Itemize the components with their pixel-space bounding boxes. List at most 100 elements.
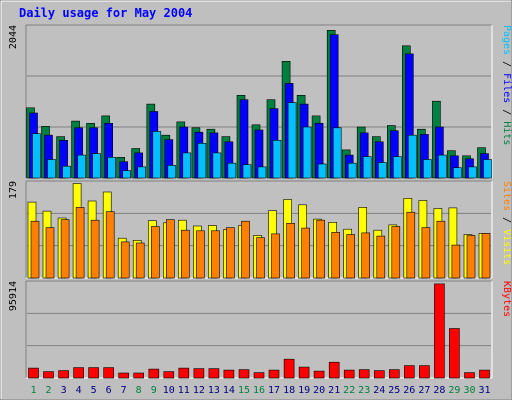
bar-pages [227,162,237,179]
x-tick-label: 2 [45,385,51,396]
bar-kbytes [28,367,39,379]
bar-kbytes [328,361,340,379]
bar-pages [77,154,86,179]
x-axis-labels: 1 2 3 4 5 6 7 8 9 10 11 12 13 14 15 16 17 18 19 20 21 22 23 24 2… [30,385,490,396]
bar-kbytes [223,369,235,379]
series-sites [30,207,491,279]
bar-pages [483,159,492,179]
series-axis-label-part: Sites [501,181,512,211]
bar-kbytes [58,370,69,379]
x-tick-label: 31 [478,385,490,396]
bar-pages [167,165,177,179]
bar-pages [362,156,372,179]
bar-pages [182,152,192,179]
x-tick-label: 12 [193,385,205,396]
bar-sites [301,227,310,279]
bar-kbytes [88,367,99,379]
bar-kbytes [193,368,205,379]
bar-kbytes [479,369,490,379]
bar-pages [317,163,327,179]
bar-kbytes [403,365,415,379]
bar-pages [347,162,357,179]
bar-sites [75,207,85,279]
bar-pages [453,167,462,179]
bar-sites [466,235,476,279]
bar-pages [152,131,162,179]
bar-sites [271,233,280,279]
bar-sites [436,220,446,279]
series-axis-label-part: KBytes [501,281,512,317]
bar-sites [90,219,100,279]
series-axis-label: Sites / Visits [501,181,512,265]
x-tick-label: 23 [358,385,370,396]
bar-kbytes [208,368,220,379]
bar-sites [181,229,190,279]
bar-pages [423,159,432,179]
bar-kbytes [434,283,445,379]
bar-sites [286,223,295,279]
bar-kbytes [298,366,310,379]
bar-pages [242,164,252,179]
x-tick-label: 9 [151,385,157,396]
bar-pages [62,165,71,179]
series-axis-label-part: Hits [501,121,512,145]
bar-pages [438,154,447,179]
bar-sites [391,226,401,279]
x-tick-label: 27 [418,385,430,396]
bar-sites [211,230,220,279]
bar-sites [361,232,371,279]
bar-kbytes [419,365,430,379]
bar-sites [376,235,386,279]
bar-kbytes [163,371,175,379]
bar-sites [196,230,205,279]
bar-sites [451,244,461,279]
bar-kbytes [313,370,325,379]
x-tick-label: 28 [433,385,445,396]
bar-kbytes [449,328,460,379]
bar-kbytes [118,372,129,379]
bar-pages [32,133,41,179]
bar-pages [197,143,207,179]
x-tick-label: 15 [238,385,250,396]
bar-sites [166,219,175,279]
bar-sites [60,219,70,279]
series-axis-label: Pages / Files / Hits [501,25,512,145]
bar-pages [92,153,101,179]
x-tick-label: 25 [388,385,400,396]
bar-sites [30,220,40,279]
bar-kbytes [148,368,160,379]
bar-sites [331,232,341,279]
bar-kbytes [283,358,295,379]
bar-sites [241,220,250,279]
panel-kbytes: 95914 KBytes [8,280,512,379]
series-axis-label: KBytes [501,281,512,317]
x-tick-label: 22 [343,385,355,396]
bar-sites [316,219,325,279]
bar-pages [332,127,342,179]
x-tick-label: 7 [121,385,127,396]
bar-sites [135,242,145,279]
chart-title: Daily usage for May 2004 [19,6,192,20]
x-tick-label: 26 [403,385,415,396]
bar-kbytes [464,372,475,379]
x-tick-label: 30 [463,385,475,396]
y-max-label: 179 [8,181,19,199]
bar-pages [122,170,131,179]
series-axis-label-part: Files [501,73,512,103]
x-tick-label: 17 [268,385,280,396]
x-tick-label: 18 [283,385,295,396]
bar-kbytes [178,367,190,379]
x-tick-label: 6 [106,385,112,396]
bar-pages [272,140,282,179]
panel-visits-sites: 179 Sites / Visits [8,180,512,279]
bar-kbytes [268,369,280,379]
x-tick-label: 29 [448,385,460,396]
x-tick-label: 8 [136,385,142,396]
bar-pages [257,166,267,179]
bar-kbytes [388,369,400,379]
bar-sites [105,211,115,279]
bar-kbytes [133,372,144,379]
bar-sites [406,211,416,279]
bar-pages [377,162,387,179]
